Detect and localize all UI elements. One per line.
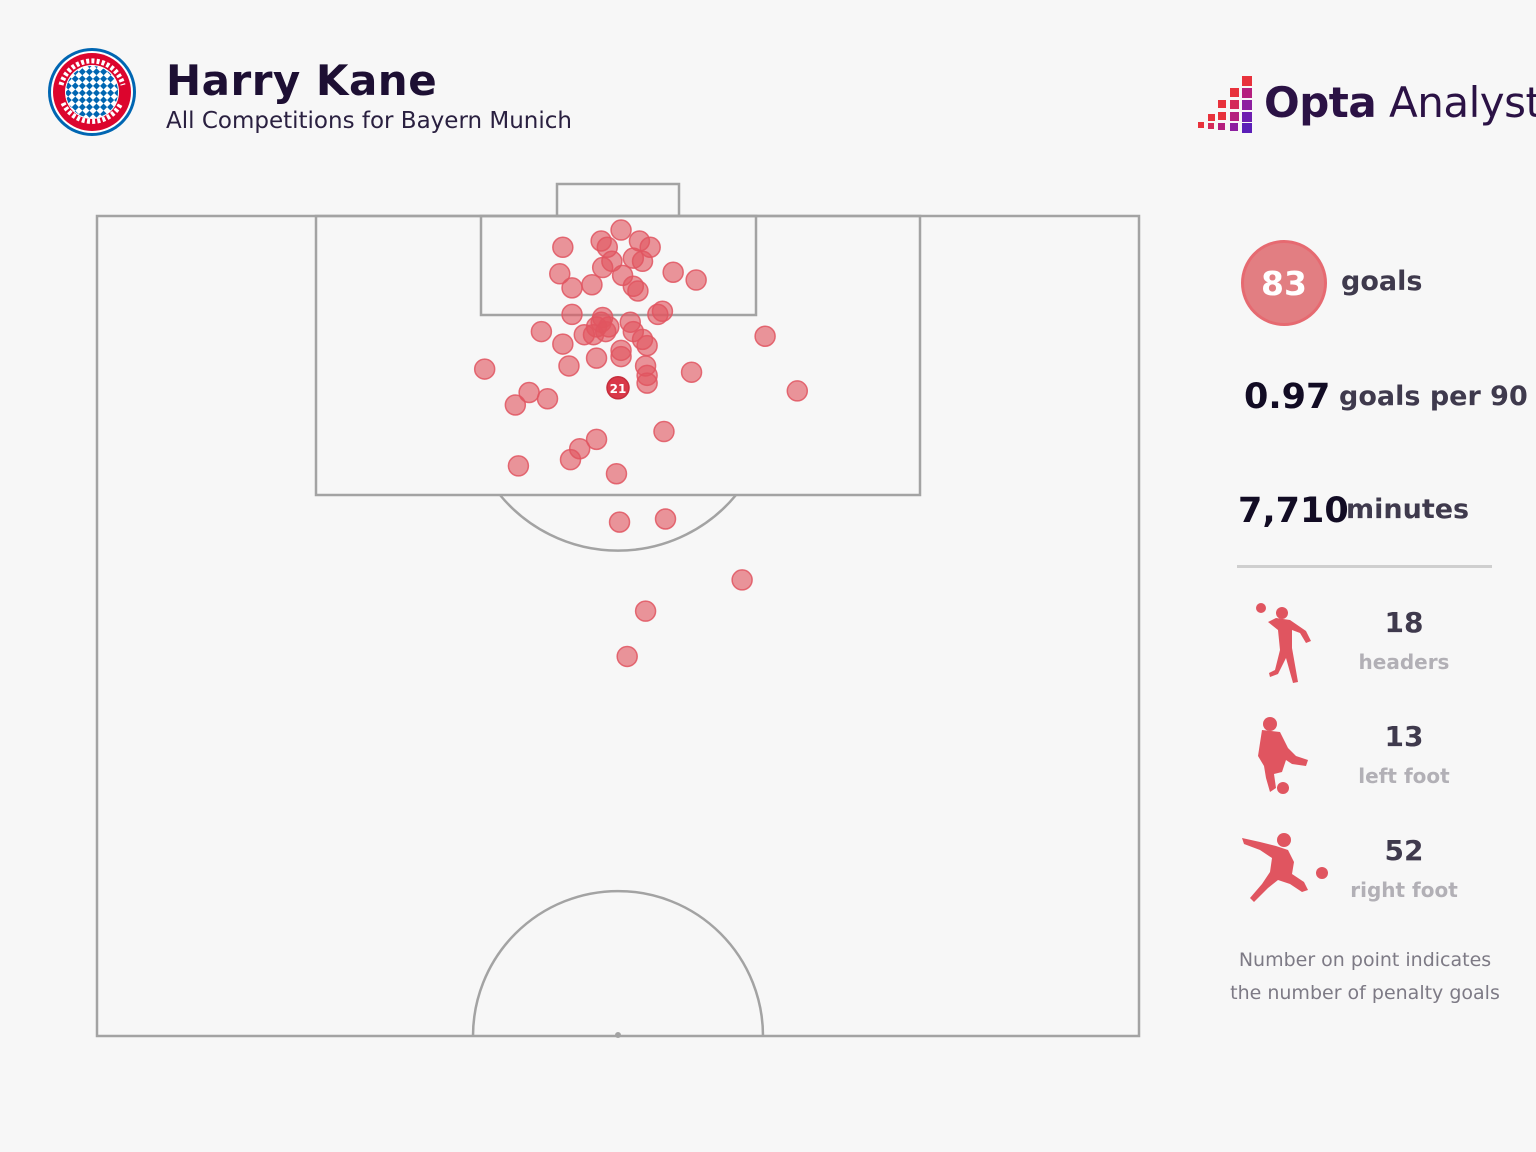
goal-point [530,320,553,343]
penalty-box [314,214,922,497]
goal-point [507,455,530,477]
goal-point [585,428,608,451]
goal-point [616,645,638,668]
goal-point [594,320,617,343]
goal-point [731,569,753,591]
goal-point [622,247,645,269]
penalty-goals-label: 21 [610,382,627,396]
goal-point [651,300,674,323]
headers-label: headers [1358,650,1450,674]
fc-bayern-munchen-badge-icon [48,48,136,136]
penalty-note-line-1: Number on point indicates [1238,949,1492,971]
goal-shot-map: 21 [95,182,1141,1038]
goal-point [627,280,649,302]
goals-label: goals [1341,266,1423,297]
goal-point [605,462,628,485]
left-foot-label: left foot [1358,764,1450,788]
goal-point [552,333,574,355]
minutes-label: minutes [1346,494,1470,525]
goal-point [585,347,608,369]
goal-point [610,219,632,241]
goal-point [662,261,684,283]
penalty-note-line-2: the number of penalty goals [1230,982,1500,1004]
goal-point [654,508,677,530]
goal-point [634,600,657,622]
goal-point [610,345,632,368]
goal-point [754,325,776,348]
minutes-value: 7,710 [1238,491,1349,531]
stats-divider [1237,565,1492,568]
right-foot-count: 52 [1384,834,1424,867]
goal-point [581,273,603,296]
opta-brand-bold: Opta [1264,78,1377,127]
goals-total-badge: 83 [1241,240,1327,326]
goal-frame [555,182,681,218]
goal-point [552,236,574,258]
goal-point [559,448,582,471]
penalty-goals-point [606,376,630,400]
right-foot-label: right foot [1350,878,1458,902]
goal-point [504,394,527,416]
opta-brand-light: Analyst [1389,78,1536,127]
right-foot-silhouette-icon [1242,833,1328,902]
goal-point [549,263,571,285]
left-foot-silhouette-icon [1258,717,1308,794]
half-pitch-outline [95,214,1141,1038]
opta-analyst-logo: Opta Analyst [1196,70,1536,136]
header-silhouette-icon [1256,603,1311,683]
goal-point [591,256,614,279]
left-foot-count: 13 [1384,720,1424,753]
goal-point [536,387,559,410]
goal-point [558,355,580,377]
penalty-note: Number on point indicates the number of … [1215,944,1515,1010]
goal-point [680,361,703,383]
centre-spot [615,1032,621,1038]
page-subtitle: All Competitions for Bayern Munich [166,108,572,134]
goals-per-90-value: 0.97 [1244,377,1331,417]
goal-point [685,269,707,291]
goal-point [608,511,631,533]
centre-circle [471,889,765,1037]
goal-point [561,303,583,326]
goal-point [473,358,496,380]
goal-point [636,334,658,357]
goals-per-90-label: goals per 90 [1339,381,1528,412]
page-title: Harry Kane [166,56,438,105]
opta-pixel-icon [1198,76,1252,133]
goal-point [561,277,583,299]
goal-point [653,420,675,443]
penalty-arc [499,494,737,552]
headers-count: 18 [1384,606,1424,639]
goal-point [786,380,809,402]
goal-point [636,372,658,394]
